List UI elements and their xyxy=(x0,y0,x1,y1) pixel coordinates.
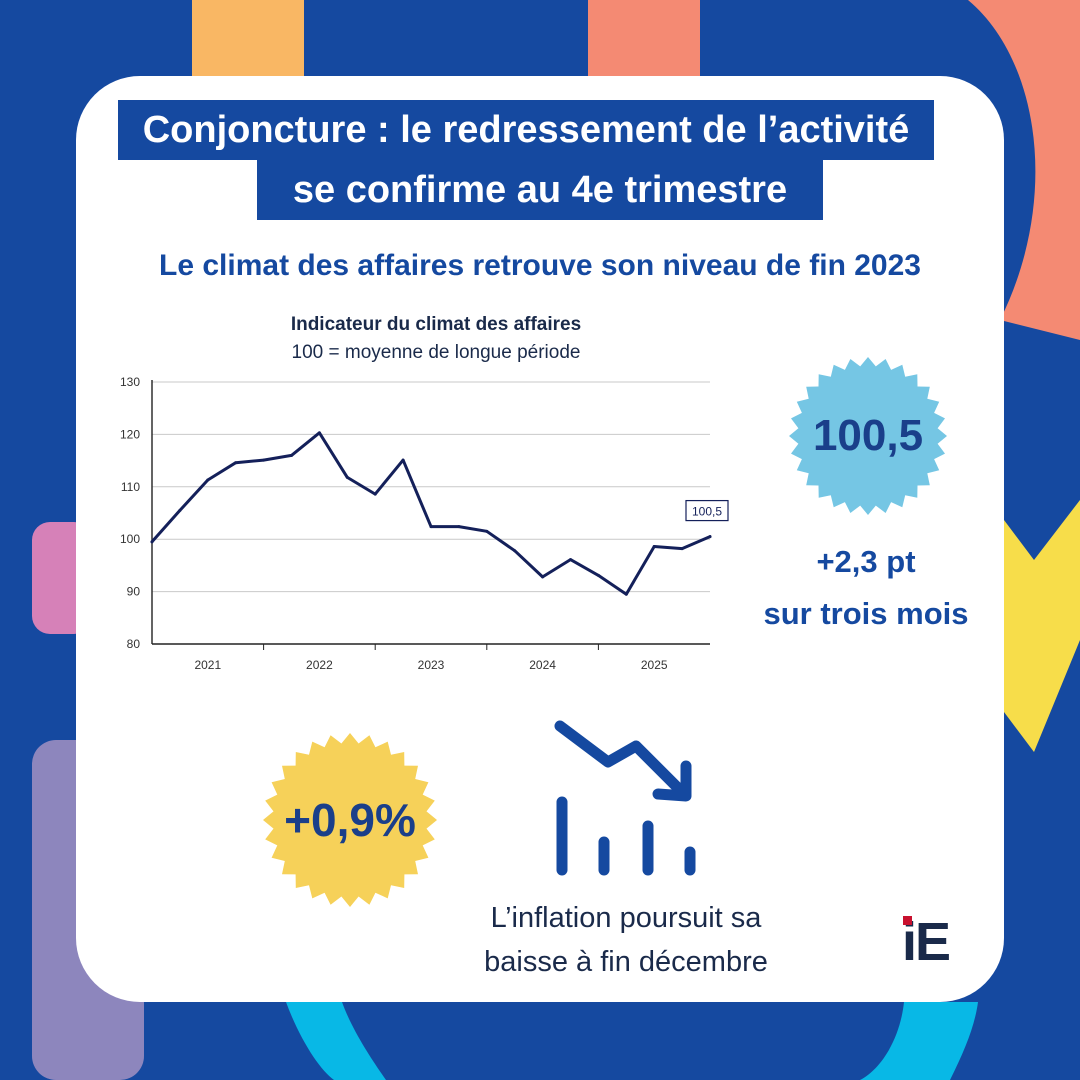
data-point xyxy=(485,529,489,533)
chart-subtitle: 100 = moyenne de longue période xyxy=(292,342,581,363)
data-point xyxy=(234,461,238,465)
data-point xyxy=(262,458,266,462)
y-tick-label: 100 xyxy=(120,532,140,546)
data-point xyxy=(373,492,377,496)
inflation-caption-line-1: L’inflation poursuit sa xyxy=(490,902,762,934)
y-tick-label: 90 xyxy=(127,585,141,599)
x-tick-label: 2023 xyxy=(418,658,445,672)
annotation-box xyxy=(685,499,729,522)
deco-yellow-chevron xyxy=(1004,500,1080,752)
y-tick-label: 120 xyxy=(120,427,140,441)
business-climate-chart: Indicateur du climat des affaires 100 = … xyxy=(120,314,729,672)
starburst-icon xyxy=(789,357,947,515)
climate-value: 100,5 xyxy=(812,411,924,460)
data-point xyxy=(513,549,517,553)
chart-axes xyxy=(151,380,710,645)
x-tick-label: 2022 xyxy=(306,658,333,672)
data-point xyxy=(624,592,628,596)
ie-logo: iE xyxy=(902,912,951,972)
headline-line-2: se confirme au 4e trimestre xyxy=(257,160,823,220)
data-point xyxy=(541,575,545,579)
subtitle: Le climat des affaires retrouve son nive… xyxy=(159,249,921,282)
data-point xyxy=(317,431,321,435)
data-point xyxy=(680,547,684,551)
inflation-caption-line-2: baisse à fin décembre xyxy=(484,946,768,978)
series-line xyxy=(150,431,712,596)
climate-value-badge: 100,5 xyxy=(788,356,948,516)
annotation-label: 100,5 xyxy=(692,505,722,519)
starburst-shape xyxy=(789,357,947,515)
climate-change-value: +2,3 pt xyxy=(816,544,916,579)
data-point xyxy=(178,508,182,512)
data-point xyxy=(401,458,405,462)
deco-cyan-arc xyxy=(286,1002,386,1080)
deco-cyan-arc-right xyxy=(860,1002,978,1080)
starburst-icon xyxy=(263,733,437,907)
y-axis-ticks: 80 90 100 110 120 130 xyxy=(120,375,140,651)
data-point xyxy=(569,558,572,562)
climate-change-period: sur trois mois xyxy=(763,596,969,631)
inflation-value: +0,9% xyxy=(284,794,416,846)
data-point xyxy=(290,453,293,457)
data-point xyxy=(708,535,712,539)
inflation-caption: L’inflation poursuit sa baisse à fin déc… xyxy=(436,896,816,984)
deco-salmon-arc xyxy=(968,0,1080,340)
chart-series xyxy=(150,431,712,596)
data-point xyxy=(429,525,433,529)
x-tick-label: 2024 xyxy=(529,658,556,672)
chart-annotation: 100,5 xyxy=(685,499,729,522)
downward-trend-icon xyxy=(554,720,696,876)
data-point xyxy=(596,573,600,577)
y-tick-label: 110 xyxy=(121,480,140,494)
y-tick-label: 80 xyxy=(127,637,141,651)
content-card: Conjoncture : le redressement de l’activ… xyxy=(76,76,1004,1002)
chart-title: Indicateur du climat des affaires xyxy=(291,314,581,335)
logo-accent xyxy=(903,916,912,925)
data-point xyxy=(345,475,349,479)
data-point xyxy=(457,525,461,529)
headline-line-1: Conjoncture : le redressement de l’activ… xyxy=(118,100,934,160)
x-tick-label: 2025 xyxy=(641,658,668,672)
chart-grid xyxy=(152,381,710,593)
x-axis-ticks: 2021 2022 2023 2024 2025 xyxy=(194,644,668,672)
data-point xyxy=(150,540,154,544)
x-tick-label: 2021 xyxy=(194,658,221,672)
climate-change: +2,3 pt sur trois mois xyxy=(736,536,996,640)
data-point xyxy=(206,478,210,482)
inflation-value-badge: +0,9% xyxy=(262,732,438,908)
y-tick-label: 130 xyxy=(120,375,140,389)
starburst-shape xyxy=(263,733,437,907)
data-point xyxy=(652,545,656,549)
